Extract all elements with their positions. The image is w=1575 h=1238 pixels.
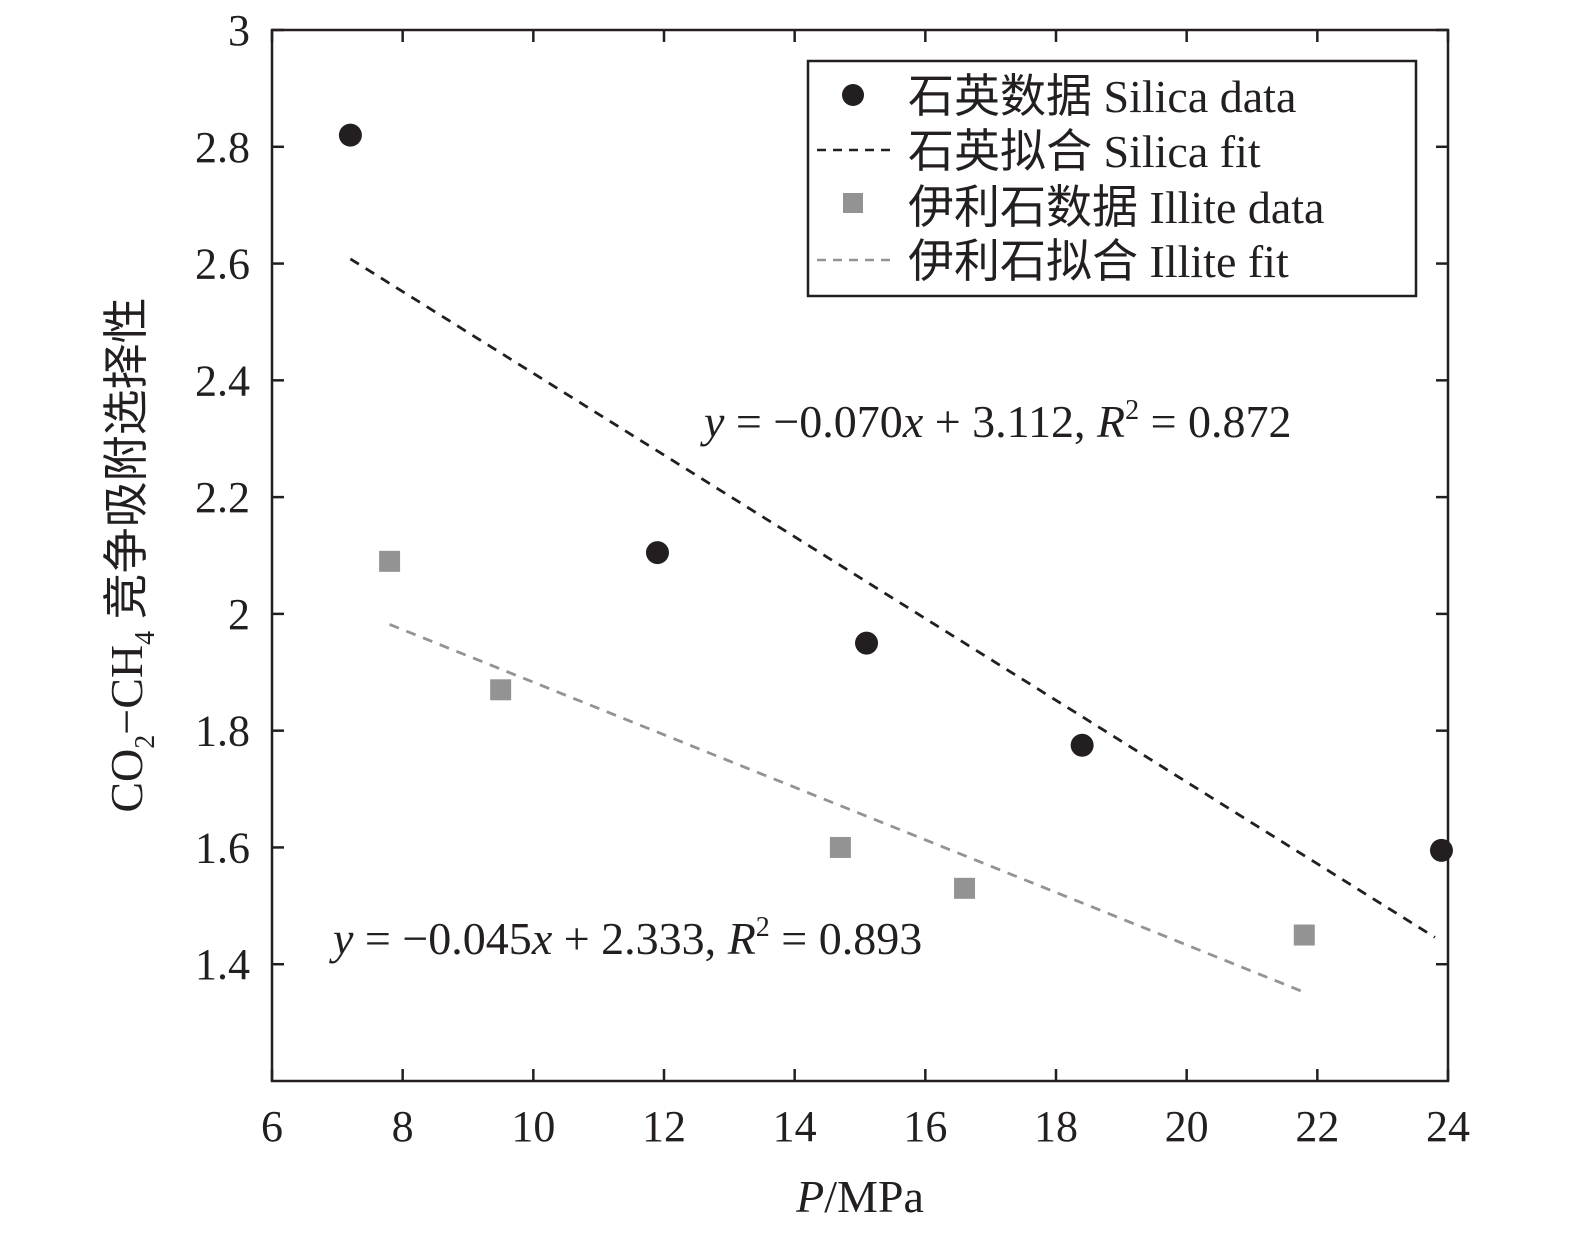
data-point-square	[829, 836, 851, 858]
x-tick-label: 16	[903, 1102, 947, 1151]
data-point-square	[1293, 924, 1315, 946]
x-tick-label: 24	[1426, 1102, 1470, 1151]
x-tick-label: 22	[1295, 1102, 1339, 1151]
x-tick-label: 6	[261, 1102, 283, 1151]
y-tick-label: 2.4	[195, 356, 250, 405]
y-tick-label: 2.2	[195, 473, 250, 522]
axis-ticks: 6 8 10 12 14 16 18 20 22 24 1.4 1.6 1.8 2 2.2 2.4 2.6 2.8…	[195, 6, 1470, 1151]
legend-illite-data-label: 伊利石数据 Illite data	[908, 182, 1324, 233]
x-tick-label: 14	[773, 1102, 817, 1151]
y-tick-label: 1.4	[195, 940, 250, 989]
silica-fit-equation: y = −0.070x + 3.112, R2 = 0.872	[700, 395, 1292, 447]
x-tick-label: 20	[1165, 1102, 1209, 1151]
legend-silica-data-label: 石英数据 Silica data	[908, 71, 1296, 122]
legend-illite-data-marker	[843, 193, 863, 213]
fit-line-series-3	[389, 623, 1305, 994]
illite-fit-equation: y = −0.045x + 2.333, R2 = 0.893	[329, 912, 922, 964]
data-point-circle	[338, 123, 362, 147]
legend-box	[806, 59, 1418, 298]
data-points	[338, 123, 1453, 946]
fit-line-series-1	[349, 257, 1436, 939]
legend: 石英数据 Silica data 石英拟合 Silica fit 伊利石数据 I…	[806, 59, 1418, 298]
y-axis-title: CO2−CH4 竞争吸附选择性	[101, 297, 161, 812]
y-tick-label: 2.6	[195, 240, 250, 289]
data-point-square	[490, 679, 512, 701]
legend-silica-fit-label: 石英拟合 Silica fit	[908, 126, 1261, 177]
x-tick-label: 18	[1034, 1102, 1078, 1151]
legend-illite-fit-label: 伊利石拟合 Illite fit	[908, 236, 1289, 287]
x-tick-label: 8	[392, 1102, 414, 1151]
x-tick-label: 12	[642, 1102, 686, 1151]
data-point-circle	[1070, 733, 1094, 757]
y-tick-label: 1.6	[195, 823, 250, 872]
fit-lines	[349, 257, 1436, 994]
y-tick-label: 2	[228, 590, 250, 639]
x-tick-label: 10	[511, 1102, 555, 1151]
data-point-square	[954, 877, 976, 899]
data-point-circle	[855, 631, 879, 655]
plot-frame	[270, 28, 1450, 1083]
y-tick-label: 2.8	[195, 123, 250, 172]
y-tick-label: 3	[228, 6, 250, 55]
data-point-square	[379, 550, 401, 572]
x-axis-title: P/MPa	[795, 1171, 924, 1222]
legend-silica-data-marker	[842, 84, 864, 106]
data-point-circle	[645, 541, 669, 565]
y-tick-label: 1.8	[195, 707, 250, 756]
data-point-circle	[1429, 838, 1453, 862]
